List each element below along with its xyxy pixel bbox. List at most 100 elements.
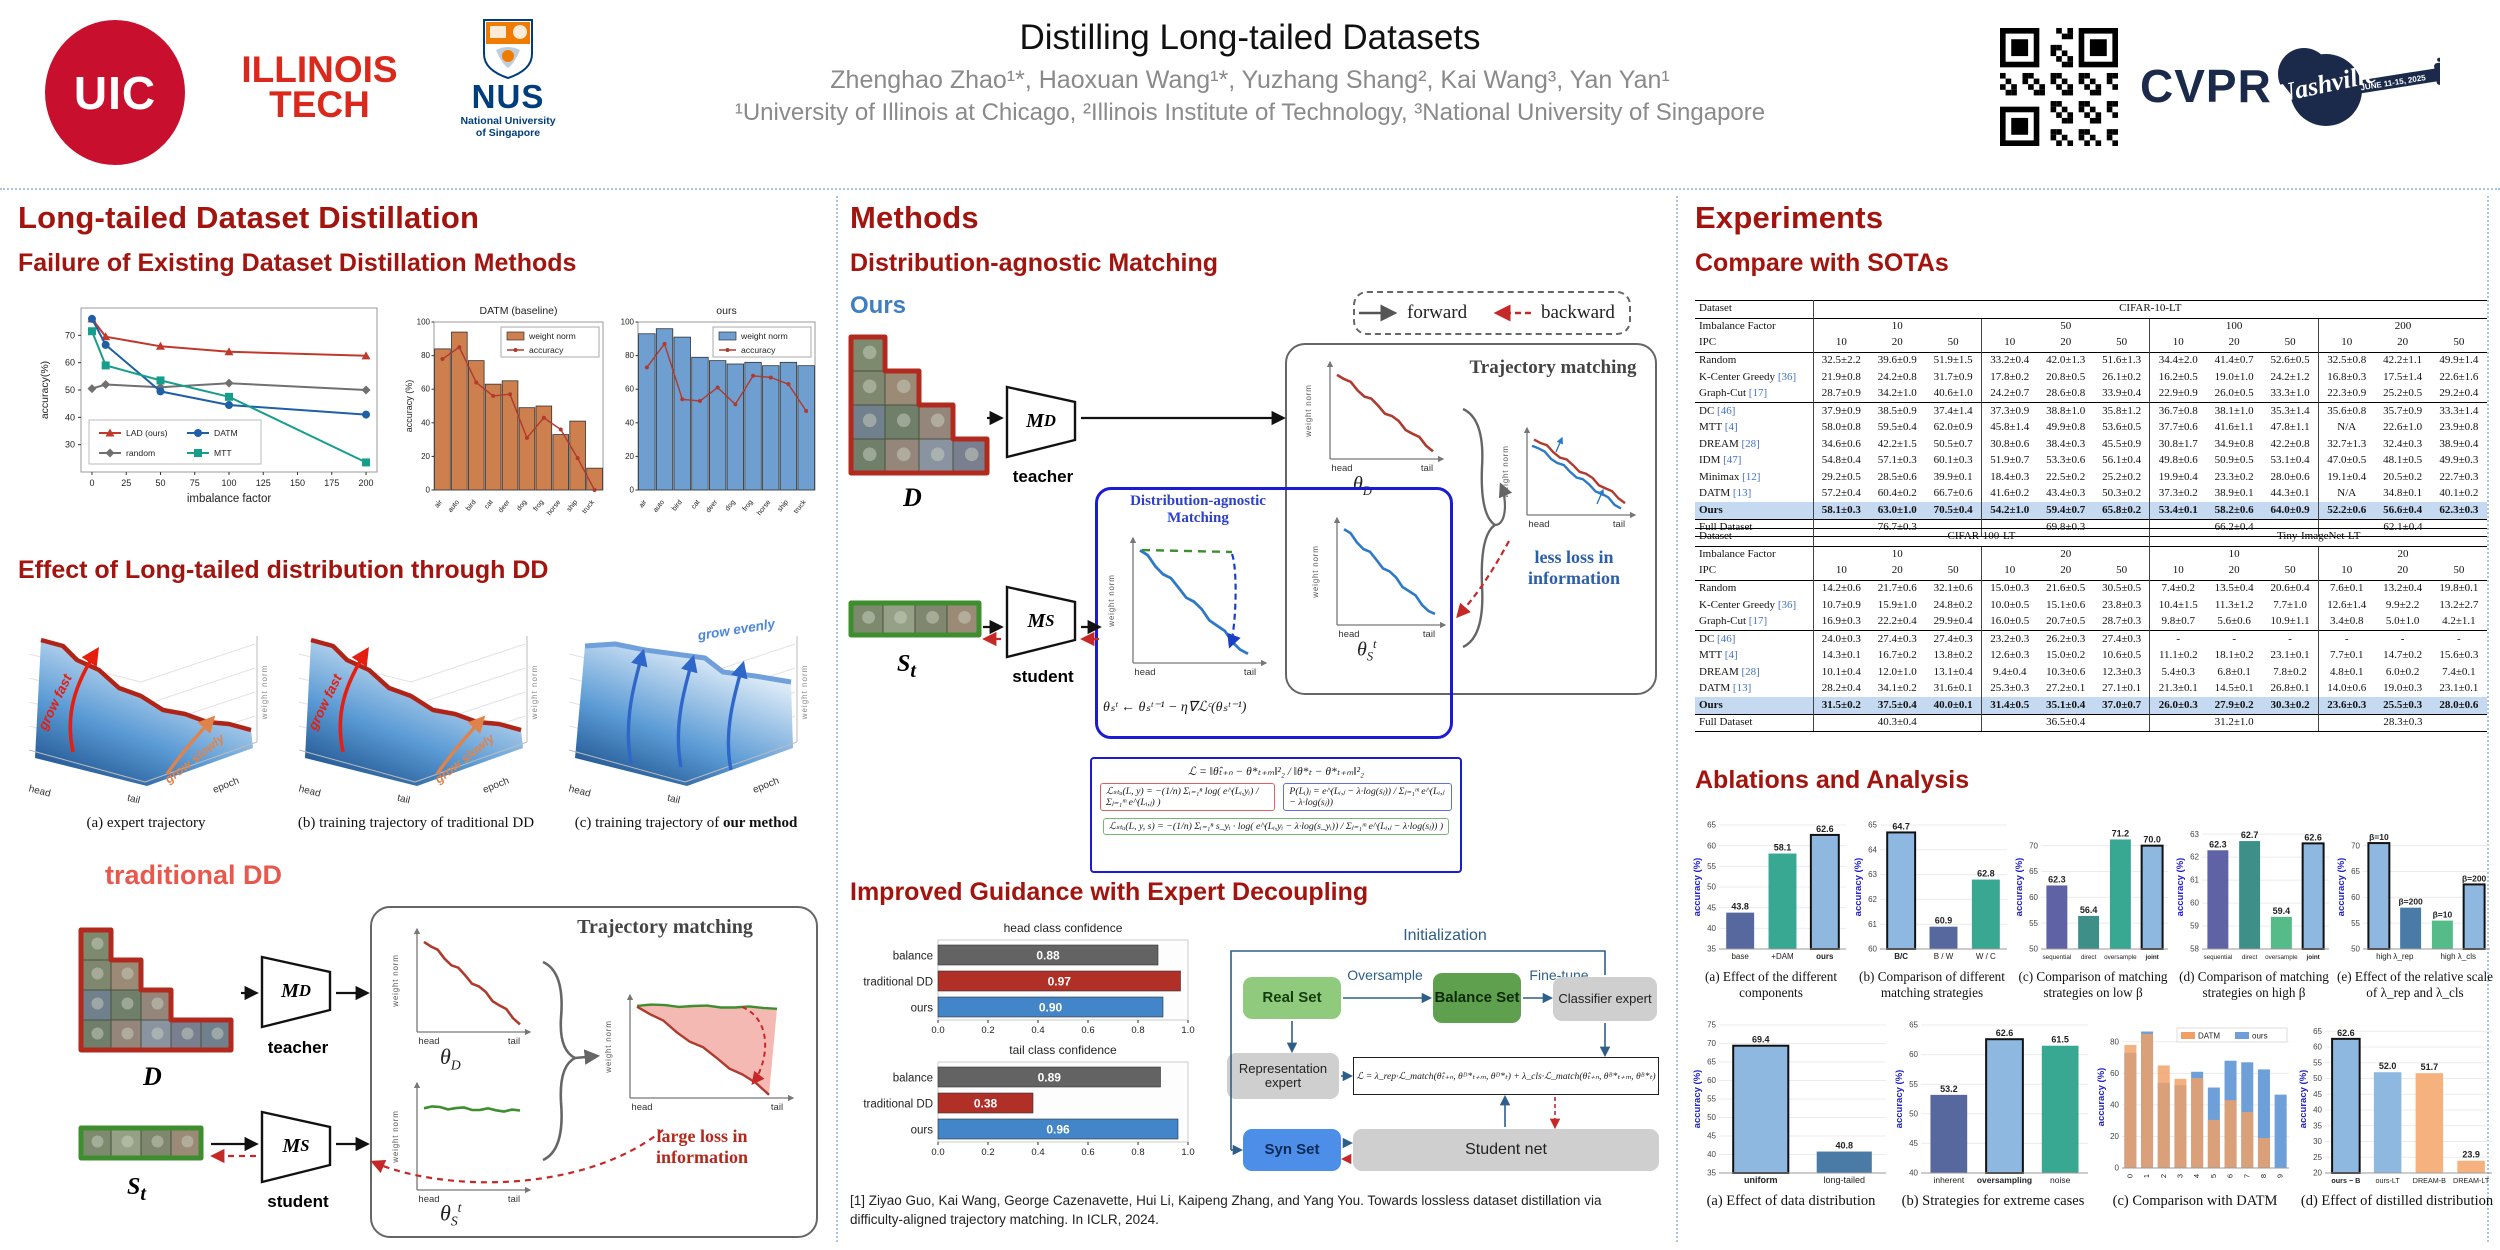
svg-label: cat <box>690 499 701 511</box>
bar-value: 62.7 <box>2241 830 2259 840</box>
svg-rect <box>2089 39 2107 57</box>
result-cell: 25.2±0.5 <box>2383 387 2423 400</box>
bar-category: 2 <box>2159 1174 2168 1178</box>
svg-circle <box>575 456 580 461</box>
svg-label: 25 <box>121 478 131 488</box>
ipc-value: 10 <box>2317 335 2375 353</box>
svg-rect <box>110 989 142 1021</box>
result-cell: 31.5±0.2 <box>1813 697 1870 715</box>
result-cell: 42.0±1.3 <box>2037 351 2094 370</box>
method-name: Ours <box>1695 697 1814 715</box>
result-cell: 13.2±2.7 <box>2439 598 2479 611</box>
ipc-value: 20 <box>2060 336 2072 349</box>
bar-category: sequential <box>2043 954 2072 961</box>
ipc-value: 20 <box>2228 336 2240 349</box>
svg-text:CVPR: CVPR <box>2140 60 2272 112</box>
bar-category: 4 <box>2192 1174 2201 1178</box>
result-cell: 11.1±0.2 <box>2149 647 2207 665</box>
svg-path <box>361 351 371 360</box>
svg-label: 65 <box>2351 867 2360 876</box>
svg-rect <box>2039 89 2045 96</box>
svg-label: 60 <box>2313 1043 2322 1052</box>
bar-category: W / C <box>1976 952 1996 961</box>
trajectory-matching-title: Trajectory matching <box>1469 357 1637 378</box>
bar-category: base <box>1731 952 1749 961</box>
loss-main-formula: ℒ = ‖θ̂ₜ₊ₙ − θ*ₜ₊ₘ‖²₂ / ‖θ*ₜ − θ*ₜ₊ₘ‖²₂ <box>1187 766 1365 778</box>
svg-rect <box>2011 39 2029 57</box>
result-cell: 23.2±0.3 <box>1980 630 2038 648</box>
column-header: Dataset <box>1695 528 1814 547</box>
result-cell: 12.0±1.0 <box>1877 665 1917 678</box>
svg-label: 50 <box>155 478 165 488</box>
bar-value: 52.0 <box>2379 1061 2397 1071</box>
result-cell: 53.4±0.1 <box>2149 502 2207 520</box>
imbalance-factor: 100 <box>2149 317 2319 336</box>
bar-category: oversample <box>2104 954 2137 961</box>
bar-category: noise <box>2050 1175 2071 1185</box>
result-cell: 12.6±1.4 <box>2317 597 2375 614</box>
result-cell: 30.3±0.2 <box>2262 697 2319 715</box>
result-cell: 22.9±0.9 <box>2149 385 2207 403</box>
line-chart: 30 40 50 60 70 0 25 50 75 100 125 150 175 200 imbalanc… <box>39 307 378 505</box>
bar-category: uniform <box>1744 1175 1778 1185</box>
svg-circle <box>733 402 738 407</box>
bar-datm <box>2241 1111 2254 1168</box>
svg-line <box>410 667 526 707</box>
result-cell: 52.6±0.5 <box>2262 351 2319 370</box>
bar <box>2239 841 2261 949</box>
result-cell: - <box>2374 630 2431 648</box>
result-cell: 47.8±1.1 <box>2270 421 2310 434</box>
ablation-distilled-chart: 20 25 30 35 40 45 50 55 60 65 accuracy (%) 62.6 52.0… <box>2298 1012 2496 1210</box>
trajectory-matching-title: Trajectory matching <box>577 916 753 938</box>
loss-stu-formula: ℒₛₜᵤ(L, y) = −(1/n) Σᵢ₌₁ⁿ log( e^(Lᵢ,yᵢ)… <box>1100 783 1276 811</box>
result-cell: 70.5±0.4 <box>1925 502 1982 520</box>
svg-label: 0.4 <box>1031 1025 1044 1036</box>
bar <box>1985 1038 2024 1175</box>
svg-circle <box>768 375 773 380</box>
ipc-value: 10 <box>1980 563 2038 581</box>
svg-rect <box>2084 140 2090 146</box>
svg-circle <box>87 314 96 323</box>
result-cell: 23.3±0.2 <box>2214 470 2254 483</box>
svg-rect <box>194 449 202 457</box>
result-cell: - <box>2317 630 2375 648</box>
ablation-lowbeta-chart: 50 55 60 65 70 accuracy (%) 62.3 56.4 71.2 70.0 se… <box>2014 812 2172 1000</box>
result-cell: 35.6±0.8 <box>2317 402 2375 420</box>
method-name: Random <box>1695 351 1814 370</box>
bar <box>501 380 519 491</box>
svg-rect <box>2067 117 2074 124</box>
bar-category: sequential <box>2204 954 2233 961</box>
result-cell: 10.3±0.6 <box>2046 665 2086 678</box>
method-name: DATM [13] <box>1695 680 1814 698</box>
result-cell: 6.0±0.2 <box>2385 665 2420 678</box>
chart-caption: (a) Effect of the different components <box>1704 969 1838 1000</box>
match-loss-formula: ℒ = λ_rep·ℒ_match(θ̂ₜ₊ₙ, θᴰ*ₜ₊ₘ, θᴰ*ₜ) +… <box>1353 1057 1659 1095</box>
result-cell: 15.0±0.3 <box>1980 579 2038 598</box>
result-cell: 28.7±0.9 <box>1821 387 1861 400</box>
bar <box>691 356 709 491</box>
result-cell: 64.0±0.9 <box>2262 502 2319 520</box>
result-cell: 54.2±1.0 <box>1980 502 2038 520</box>
column-header: Dataset <box>1695 300 1814 319</box>
result-cell: 38.4±0.3 <box>2046 437 2086 450</box>
svg-path <box>101 332 111 341</box>
svg-path <box>78 927 234 1053</box>
table-row: Ours 58.1±0.3 63.0±1.0 70.5±0.4 54.2±1.0 59.4… <box>1695 502 2487 520</box>
svg-label: accuracy (%) <box>1853 858 1864 917</box>
svg-path <box>101 380 111 390</box>
svg-rect <box>2112 129 2118 135</box>
result-cell: 56.6±0.4 <box>2374 502 2431 520</box>
method-name: DREAM [28] <box>1695 436 1814 453</box>
svg-label: 70 <box>2029 841 2038 850</box>
bar-category: 1 <box>2142 1174 2151 1178</box>
svg-label: 40 <box>1707 924 1716 933</box>
svg-path <box>224 347 234 356</box>
svg-label: cat <box>483 499 494 511</box>
bar <box>2462 883 2486 950</box>
result-cell: 60.4±0.2 <box>1877 487 1917 500</box>
dataset-name: CIFAR-100-LT <box>1813 528 2150 547</box>
svg-label: 1.0 <box>1181 1147 1194 1158</box>
svg-rect <box>2056 129 2062 135</box>
table-row: Full Dataset 40.3±0.4 36.5±0.4 31.2±1.0 28.3… <box>1695 713 2487 733</box>
